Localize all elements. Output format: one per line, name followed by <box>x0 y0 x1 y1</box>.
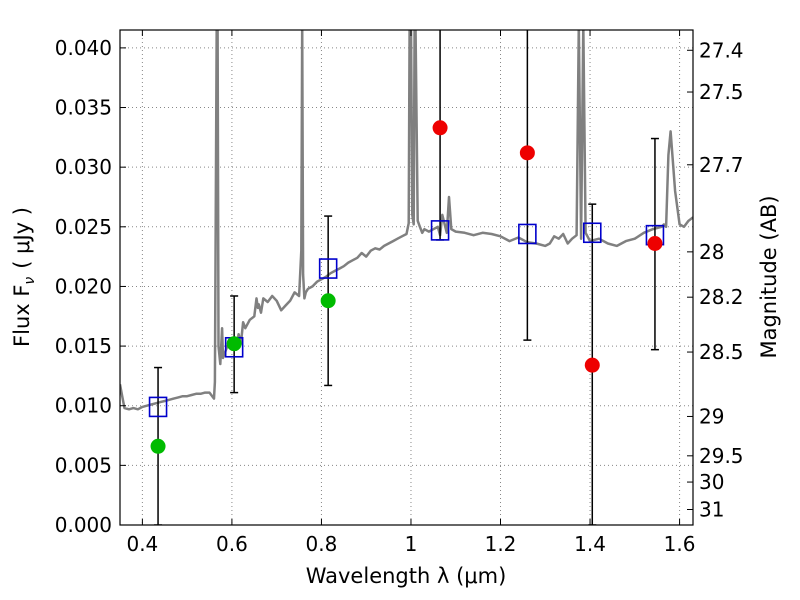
y-axis-title-main: Flux F <box>10 285 34 347</box>
red-data-point <box>432 120 448 136</box>
y2-tick-label: 28 <box>699 240 724 264</box>
tick-labels: 0.4 0.6 0.8 1 1.2 1.4 1.6 0.000 0.005 0.010 0.015 0… <box>55 36 744 556</box>
x-tick-label: 1.6 <box>664 532 696 556</box>
y2-tick-label: 29.5 <box>699 444 744 468</box>
y-axis-title-unit: ( μJy ) <box>10 207 34 269</box>
y-tick-label: 0.040 <box>55 36 112 60</box>
y2-axis-title: Magnitude (AB) <box>757 195 781 358</box>
y-tick-label: 0.010 <box>55 394 112 418</box>
y2-tick-label: 29 <box>699 404 724 428</box>
x-tick-label: 1 <box>405 532 418 556</box>
y2-tick-label: 28.2 <box>699 285 744 309</box>
green-data-point <box>226 336 242 352</box>
y-tick-label: 0.025 <box>55 215 112 239</box>
model-square-point <box>318 258 338 279</box>
green-data-point <box>320 293 336 309</box>
y-tick-label: 0.035 <box>55 96 112 120</box>
spectrum-line <box>120 30 693 411</box>
x-tick-label: 1.4 <box>574 532 606 556</box>
model-square-point <box>518 223 537 245</box>
model-square-point <box>582 222 602 244</box>
y2-tick-label: 27.7 <box>699 153 744 177</box>
plot-background <box>120 30 693 525</box>
y-axis-title-subscript: ν <box>22 277 38 285</box>
x-tick-label: 0.6 <box>216 532 248 556</box>
y-tick-label: 0.015 <box>55 334 112 358</box>
y-tick-label: 0.030 <box>55 155 112 179</box>
red-data-point <box>584 357 600 373</box>
model-square-point <box>148 396 168 418</box>
y2-tick-label: 28.5 <box>699 340 744 364</box>
y-axis-title: Flux Fν ( μJy ) <box>10 207 38 347</box>
green-data-point <box>150 438 166 454</box>
y-tick-label: 0.005 <box>55 453 112 477</box>
plot-frame <box>119 29 694 526</box>
y2-tick-label: 30 <box>699 470 724 494</box>
y-tick-label: 0.000 <box>55 513 112 537</box>
model-square-point <box>430 220 450 241</box>
red-data-point <box>519 145 535 161</box>
plot-data <box>120 30 693 525</box>
x-tick-label: 1.2 <box>485 532 517 556</box>
y2-tick-label: 27.4 <box>699 38 744 62</box>
x-axis-title: Wavelength λ (μm) <box>306 564 507 588</box>
grid-lines <box>120 30 693 526</box>
x-tick-label: 0.8 <box>306 532 338 556</box>
x-tick-label: 0.4 <box>126 532 158 556</box>
y-tick-label: 0.020 <box>55 274 112 298</box>
y2-tick-label: 27.5 <box>699 80 744 104</box>
red-data-point <box>647 236 663 252</box>
y2-tick-label: 31 <box>699 497 724 521</box>
